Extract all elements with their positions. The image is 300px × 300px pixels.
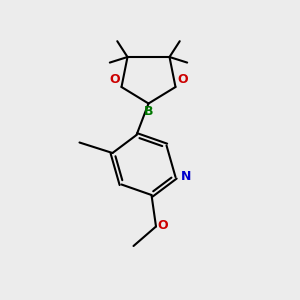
Text: O: O: [177, 73, 188, 85]
Text: O: O: [110, 73, 120, 85]
Text: O: O: [158, 219, 168, 232]
Text: N: N: [181, 170, 191, 184]
Text: B: B: [144, 105, 153, 118]
